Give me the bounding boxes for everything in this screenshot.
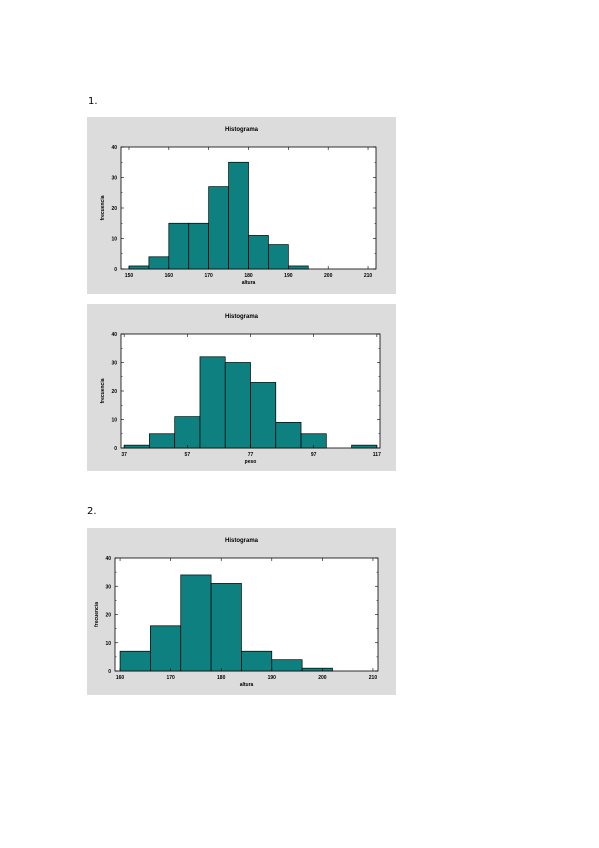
histogram-bar [228,161,249,270]
x-tick-label: 97 [311,452,317,458]
y-tick-label: 10 [111,418,117,424]
histogram-altura-2-panel: Histograma 160 170 180 190 200 210 0 10 20 30 40 alt… [87,528,396,695]
histogram-bar [248,235,269,270]
histogram-bar [128,265,150,270]
x-axis-label: altura [240,682,254,688]
histogram-bar [287,265,309,270]
histogram-bar [174,416,201,449]
histogram-bar [268,244,289,270]
y-tick-label: 40 [111,332,117,338]
x-axis-label: altura [242,280,256,286]
x-tick-label: 37 [121,452,127,458]
y-axis-label: frecuencia [100,378,106,403]
y-tick-label: 0 [114,446,117,452]
y-tick-label: 20 [105,613,111,619]
histogram-bar [149,433,176,449]
histogram-bar [351,444,378,449]
histogram-bar [241,650,273,672]
y-tick-label: 40 [105,556,111,562]
section-label-2: 2. [87,506,97,517]
histogram-bar [208,186,229,270]
histogram-bar [224,362,251,449]
x-tick-label: 170 [204,273,213,279]
section-label-1: 1. [88,96,98,107]
x-tick-label: 210 [369,675,378,681]
histogram-altura-chart: Histograma 150 160 170 180 190 200 210 0 10 20 30 40… [100,127,377,286]
y-tick-label: 30 [105,584,111,590]
histogram-bar [271,659,303,672]
x-tick-label: 170 [166,675,175,681]
x-tick-label: 180 [217,675,226,681]
histogram-bar [301,667,333,672]
y-tick-label: 0 [114,267,117,273]
histogram-peso-panel: Histograma 37 57 77 97 117 0 10 20 30 40 peso frecue… [87,304,396,471]
histogram-altura-2-chart: Histograma 160 170 180 190 200 210 0 10 20 30 40 alt… [94,538,379,688]
histogram-bar [199,356,226,449]
y-tick-label: 10 [105,641,111,647]
x-tick-label: 180 [244,273,253,279]
y-tick-label: 20 [111,389,117,395]
histogram-bar [250,382,277,449]
y-axis-label: frecuencia [94,602,100,627]
histogram-bar [180,574,212,672]
x-tick-label: 150 [125,273,134,279]
chart-title: Histograma [225,127,259,133]
histogram-bar [150,625,182,672]
y-tick-label: 30 [111,176,117,182]
histogram-peso-chart: Histograma 37 57 77 97 117 0 10 20 30 40 peso frecue… [100,314,381,465]
histogram-altura-panel: Histograma 150 160 170 180 190 200 210 0 10 20 30 40… [87,117,396,294]
x-axis-label: peso [245,459,257,465]
y-axis-label: frecuencia [100,195,106,220]
x-tick-label: 190 [268,675,277,681]
histogram-bar [168,222,190,270]
y-tick-label: 30 [111,361,117,367]
x-tick-label: 160 [116,675,125,681]
x-tick-label: 160 [165,273,174,279]
y-tick-label: 40 [111,145,117,151]
y-tick-label: 20 [111,206,117,212]
x-tick-label: 200 [324,273,333,279]
histogram-bar [119,650,151,672]
y-tick-label: 10 [111,237,117,243]
x-tick-label: 210 [364,273,373,279]
x-tick-label: 190 [284,273,293,279]
x-tick-label: 200 [318,675,327,681]
chart-title: Histograma [225,314,259,320]
x-tick-label: 57 [185,452,191,458]
histogram-bar [148,256,170,270]
histogram-bar [188,222,210,270]
y-tick-label: 0 [108,669,111,675]
x-tick-label: 77 [248,452,254,458]
histogram-bar [275,421,302,449]
histogram-bar [123,444,150,449]
x-tick-label: 117 [373,452,381,458]
chart-title: Histograma [225,538,259,544]
histogram-bar [210,583,242,672]
